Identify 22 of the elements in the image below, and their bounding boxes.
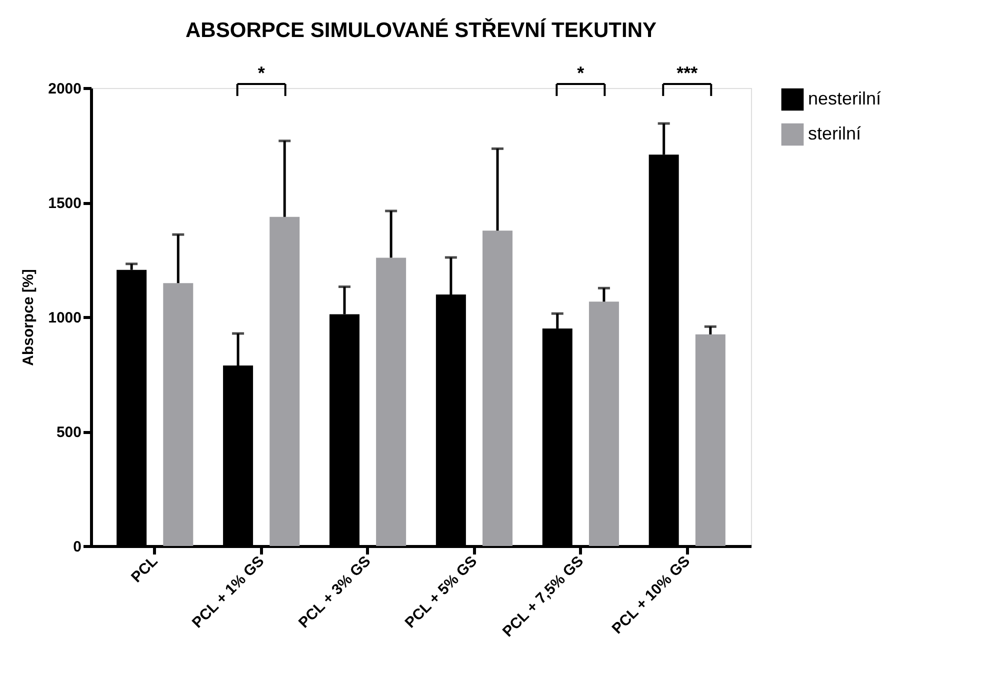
chart-title: ABSORPCE SIMULOVANÉ STŘEVNÍ TEKUTINY: [186, 18, 656, 42]
x-tick-label: PCL + 1% GS: [188, 552, 268, 632]
legend-label: sterilní: [808, 124, 862, 144]
text: *: [577, 63, 584, 83]
text: *: [258, 63, 265, 83]
bar: [163, 283, 194, 546]
y-tick-label: 500: [56, 424, 82, 441]
y-axis-title: Absorpce [%]: [20, 269, 38, 366]
bar: [695, 334, 726, 546]
bar: [482, 230, 513, 546]
bar: [376, 258, 406, 546]
bar: [270, 216, 300, 546]
y-tick-label: 0: [73, 538, 82, 556]
y-tick-label: 1500: [48, 195, 82, 212]
y-tick-label: 1000: [48, 310, 82, 326]
x-tick-label: PCL + 3% GS: [295, 552, 374, 632]
y-tick-label: 2000: [48, 80, 82, 98]
bar: [588, 302, 619, 546]
x-tick-label: PCL: [128, 552, 162, 586]
x-tick-label: PCL + 5% GS: [402, 552, 481, 632]
text: ***: [676, 63, 698, 83]
legend-label: nesterilní: [808, 88, 882, 108]
